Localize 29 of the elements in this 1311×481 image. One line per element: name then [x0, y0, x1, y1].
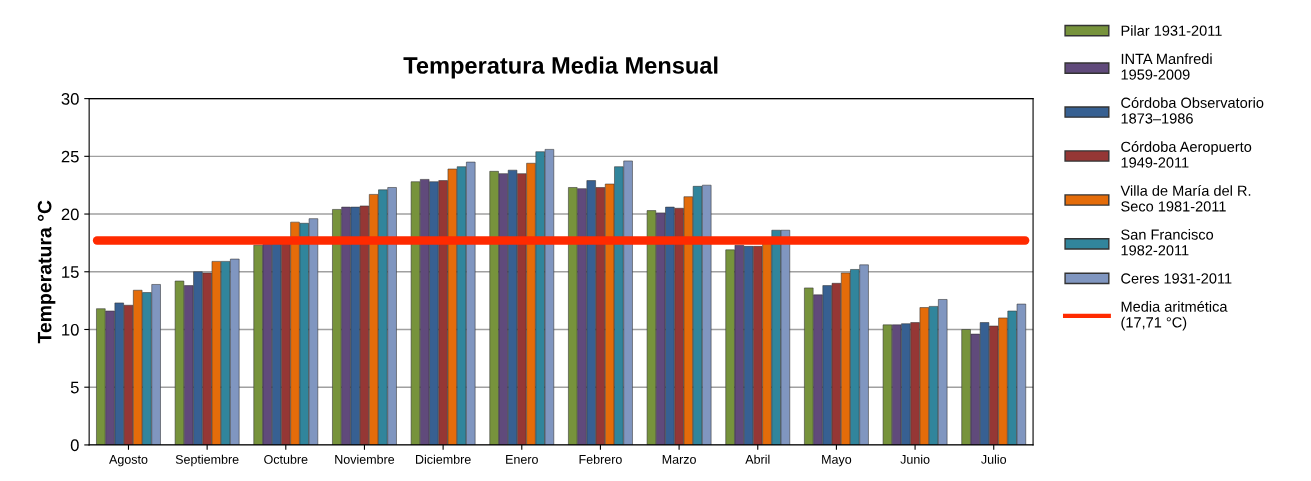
x-tick-label: Julio: [981, 454, 1007, 464]
x-tick-label: Febrero: [579, 454, 622, 464]
legend-label: Villa de María del R. Seco 1981-2011: [1120, 184, 1251, 212]
x-tick-label: Enero: [506, 455, 538, 464]
legend-label: San Francisco 1982-2011: [1121, 229, 1214, 256]
y-tick-label: 30: [61, 93, 79, 105]
legend-label: Ceres 1931-2011: [1121, 273, 1232, 284]
x-tick-label: Abril: [745, 454, 770, 464]
y-tick-label: 15: [62, 266, 79, 278]
x-tick-label: Marzo: [662, 455, 696, 464]
chart-title: Temperatura Media Mensual: [403, 56, 718, 79]
legend-label: Pilar 1931-2011: [1121, 25, 1222, 36]
y-tick-label: 0: [70, 439, 79, 452]
x-tick-label: Agosto: [109, 455, 148, 467]
legend-label: INTA Manfredi 1959-2009: [1121, 53, 1212, 80]
y-tick-label: 5: [70, 381, 79, 394]
y-tick-label: 20: [61, 208, 79, 221]
legend-label: Media aritmética (17,71 °C): [1121, 300, 1228, 331]
y-axis-title: Temperatura °C: [37, 200, 56, 344]
legend-label: Córdoba Observatorio 1873–1986: [1121, 97, 1264, 124]
x-tick-label: Noviembre: [335, 454, 395, 464]
x-tick-label: Diciembre: [416, 454, 471, 464]
x-tick-label: Septiembre: [175, 454, 239, 467]
x-tick-label: Junio: [900, 454, 930, 464]
legend-label: Córdoba Aeropuerto 1949-2011: [1121, 141, 1252, 168]
y-tick-label: 25: [61, 150, 79, 163]
x-tick-label: Octubre: [264, 454, 308, 464]
x-tick-label: Mayo: [822, 455, 852, 467]
y-tick-label: 10: [62, 323, 79, 336]
